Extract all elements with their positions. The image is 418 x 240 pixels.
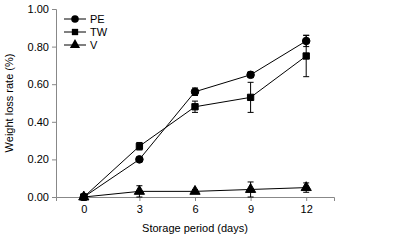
y-tick-mark [52, 9, 56, 10]
error-bar [192, 101, 198, 112]
y-axis-title: Weight loss rate (%) [3, 54, 15, 153]
y-tick-mark [52, 84, 56, 85]
x-tick-label: 6 [192, 203, 198, 215]
y-tick-label: 0.80 [28, 41, 49, 53]
legend-item: TW [64, 26, 108, 38]
x-tick-label: 3 [137, 203, 143, 215]
series [81, 35, 310, 200]
x-tick-mark [306, 197, 307, 201]
y-tick-mark [52, 122, 56, 123]
marker [247, 94, 253, 100]
error-bar [136, 142, 142, 150]
error-bar [248, 82, 254, 112]
x-tick-mark [251, 197, 252, 201]
series [80, 35, 310, 200]
marker [301, 182, 311, 191]
data-area [79, 35, 312, 200]
y-tick-label: 1.00 [28, 3, 49, 15]
y-tick-label: 0.60 [28, 78, 49, 90]
x-tick: 9 [248, 197, 254, 215]
legend-marker [72, 29, 78, 35]
x-tick-label: 9 [248, 203, 254, 215]
chart: 0.00 0.20 0.40 0.60 0.80 1.00 0 3 6 9 12 PETWV Stora… [0, 0, 418, 240]
y-axis-line [52, 10, 57, 198]
line [84, 56, 306, 197]
x-tick-mark [195, 197, 196, 201]
marker [247, 71, 255, 79]
legend-label: V [90, 39, 98, 51]
error-bar [303, 35, 309, 76]
marker [79, 191, 89, 200]
legend-marker [70, 39, 80, 48]
y-tick-label: 0.40 [28, 116, 49, 128]
marker [136, 156, 144, 164]
error-bar [192, 88, 198, 96]
x-axis: 0 3 6 9 12 [57, 197, 335, 215]
plot: 0.00 0.20 0.40 0.60 0.80 1.00 0 3 6 9 12 PETWV [28, 3, 335, 215]
y-tick-mark [52, 197, 56, 198]
y-tick: 0.80 [28, 41, 56, 53]
y-tick: 1.00 [28, 3, 56, 15]
marker [134, 185, 144, 194]
legend-item: V [64, 39, 98, 51]
x-tick: 12 [301, 197, 313, 215]
y-tick-label: 0.00 [28, 191, 49, 203]
x-tick: 3 [137, 197, 143, 215]
y-tick-mark [52, 47, 56, 48]
x-axis-title: Storage period (days) [142, 222, 248, 234]
legend-label: PE [90, 13, 105, 25]
series [79, 182, 312, 200]
legend-item: PE [64, 13, 105, 25]
y-tick: 0.00 [28, 191, 56, 203]
legend-label: TW [90, 26, 108, 38]
x-axis-line [57, 198, 335, 202]
legend: PETWV [64, 13, 108, 51]
marker [191, 88, 199, 96]
marker [190, 185, 200, 194]
legend-marker [71, 15, 79, 23]
marker [246, 184, 256, 193]
marker [303, 53, 309, 59]
y-tick: 0.40 [28, 116, 56, 128]
x-tick-label: 12 [301, 203, 313, 215]
marker [136, 143, 142, 149]
line [84, 41, 306, 197]
marker [192, 104, 198, 110]
y-tick: 0.60 [28, 78, 56, 90]
y-tick: 0.20 [28, 153, 56, 165]
error-bar [248, 72, 254, 78]
y-axis: 0.00 0.20 0.40 0.60 0.80 1.00 [28, 3, 57, 203]
x-tick: 6 [192, 197, 198, 215]
x-tick-mark [139, 197, 140, 201]
x-tick-label: 0 [81, 203, 87, 215]
y-tick-mark [52, 159, 56, 160]
y-tick-label: 0.20 [28, 153, 49, 165]
